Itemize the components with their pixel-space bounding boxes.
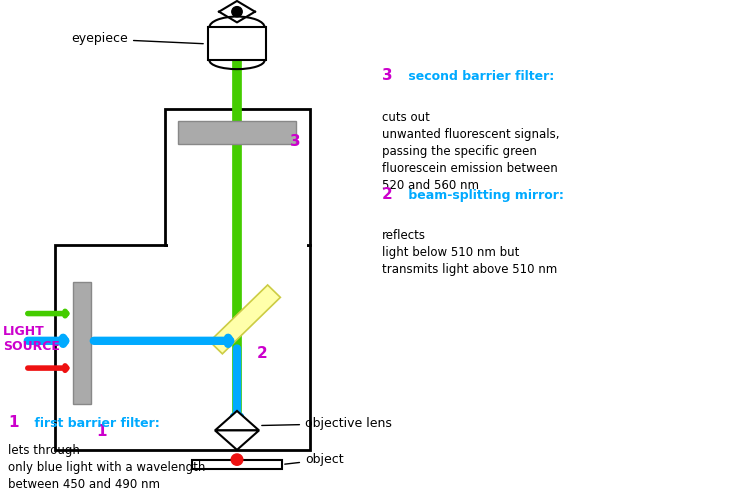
Text: 2: 2 — [257, 346, 268, 362]
Circle shape — [232, 6, 243, 16]
Text: lets through
only blue light with a wavelength
between 450 and 490 nm: lets through only blue light with a wave… — [8, 444, 205, 491]
Text: 1: 1 — [96, 424, 106, 439]
Text: cuts out
unwanted fluorescent signals,
passing the specific green
fluorescein em: cuts out unwanted fluorescent signals, p… — [382, 111, 559, 192]
Polygon shape — [215, 411, 259, 430]
Bar — [208, 28, 266, 60]
Bar — [55, 246, 310, 450]
Polygon shape — [215, 430, 259, 450]
Text: eyepiece: eyepiece — [71, 32, 203, 46]
Bar — [168, 240, 307, 248]
Text: 3: 3 — [382, 68, 393, 83]
Text: object: object — [285, 453, 344, 466]
Text: 3: 3 — [290, 134, 301, 149]
Text: beam-splitting mirror:: beam-splitting mirror: — [404, 188, 564, 202]
Text: second barrier filter:: second barrier filter: — [404, 70, 554, 83]
Text: 1: 1 — [8, 414, 19, 430]
Text: first barrier filter:: first barrier filter: — [30, 416, 160, 430]
Bar — [73, 282, 91, 404]
Text: LIGHT
SOURCE: LIGHT SOURCE — [3, 325, 60, 353]
Bar — [192, 460, 282, 469]
Polygon shape — [210, 285, 280, 354]
Bar — [178, 120, 296, 144]
Text: 2: 2 — [382, 186, 393, 202]
Text: reflects
light below 510 nm but
transmits light above 510 nm: reflects light below 510 nm but transmit… — [382, 229, 557, 276]
Circle shape — [231, 454, 243, 466]
Text: objective lens: objective lens — [262, 417, 392, 430]
Bar — [165, 109, 310, 246]
